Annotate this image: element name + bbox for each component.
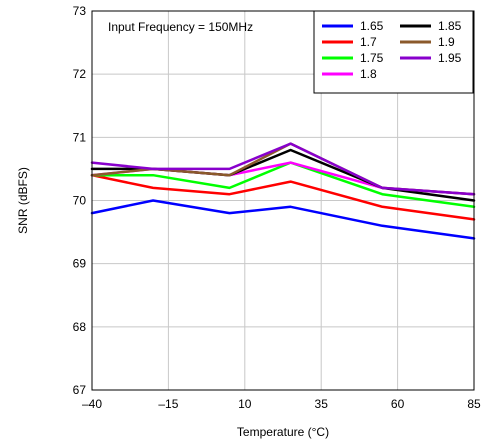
- x-tick-label: 85: [467, 397, 481, 411]
- axis-ticks: –40 –15 10 35 60 85 67 68 69 70 71 72 73: [73, 4, 481, 411]
- legend-label: 1.7: [360, 35, 377, 49]
- series-line-1-95: [90, 142, 476, 196]
- x-tick-label: –15: [158, 397, 178, 411]
- y-tick-label: 71: [73, 130, 87, 144]
- x-tick-label: 60: [391, 397, 405, 411]
- legend: 1.65 1.7 1.75 1.8 1.85 1.9 1.95: [313, 10, 474, 94]
- y-tick-label: 67: [73, 383, 87, 397]
- x-axis-label: Temperature (°C): [237, 425, 329, 439]
- legend-label: 1.9: [438, 35, 455, 49]
- plot-frame: [91, 10, 475, 391]
- y-tick-label: 70: [73, 194, 87, 208]
- series-line-1-75: [90, 161, 476, 209]
- legend-label: 1.75: [360, 51, 384, 65]
- y-tick-label: 72: [73, 67, 87, 81]
- series-line-1-7: [90, 173, 476, 221]
- x-tick-label: –40: [82, 397, 102, 411]
- x-tick-label: 10: [238, 397, 252, 411]
- legend-label: 1.65: [360, 19, 384, 33]
- y-tick-label: 73: [73, 4, 87, 18]
- series-line-1-65: [90, 199, 476, 240]
- legend-label: 1.85: [438, 19, 462, 33]
- legend-label: 1.8: [360, 67, 377, 81]
- series-lines: [90, 142, 476, 240]
- legend-label: 1.95: [438, 51, 462, 65]
- y-tick-label: 69: [73, 257, 87, 271]
- input-frequency-annotation: Input Frequency = 150MHz: [108, 20, 253, 34]
- y-axis-label: SNR (dBFS): [16, 167, 30, 234]
- y-tick-label: 68: [73, 320, 87, 334]
- x-tick-label: 35: [315, 397, 329, 411]
